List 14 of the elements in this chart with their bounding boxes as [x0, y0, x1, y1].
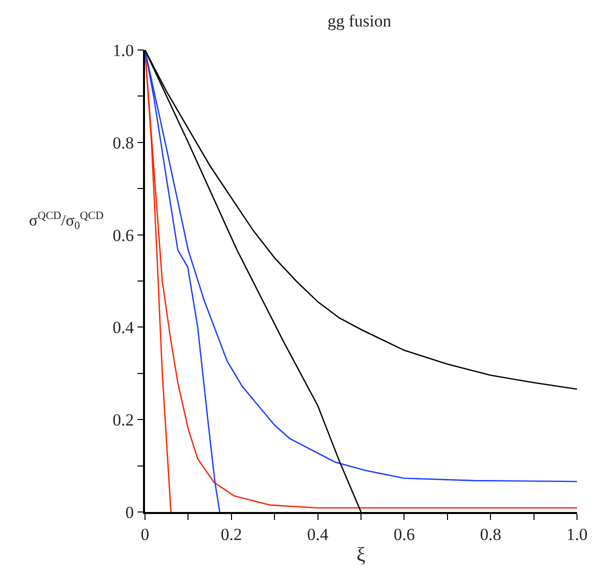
x-tick-label: 0.2	[220, 525, 242, 544]
x-tick-label: 1.0	[566, 525, 588, 544]
x-tick-label: 0.6	[394, 525, 415, 544]
x-tick-label: 0	[140, 525, 150, 544]
x-axis-title: ξ	[356, 544, 366, 566]
y-tick-label: 1.0	[112, 40, 134, 60]
x-tick-label: 0.8	[480, 525, 502, 544]
y-tick-label: 0.2	[112, 410, 134, 430]
y-tick-label: 0.4	[112, 318, 134, 338]
chart-title: gg fusion	[328, 12, 392, 30]
y-tick-label: 0	[125, 502, 134, 522]
y-tick-label: 0.6	[112, 226, 134, 245]
y-tick-label: 0.8	[112, 133, 134, 152]
x-tick-label: 0.4	[307, 525, 329, 544]
